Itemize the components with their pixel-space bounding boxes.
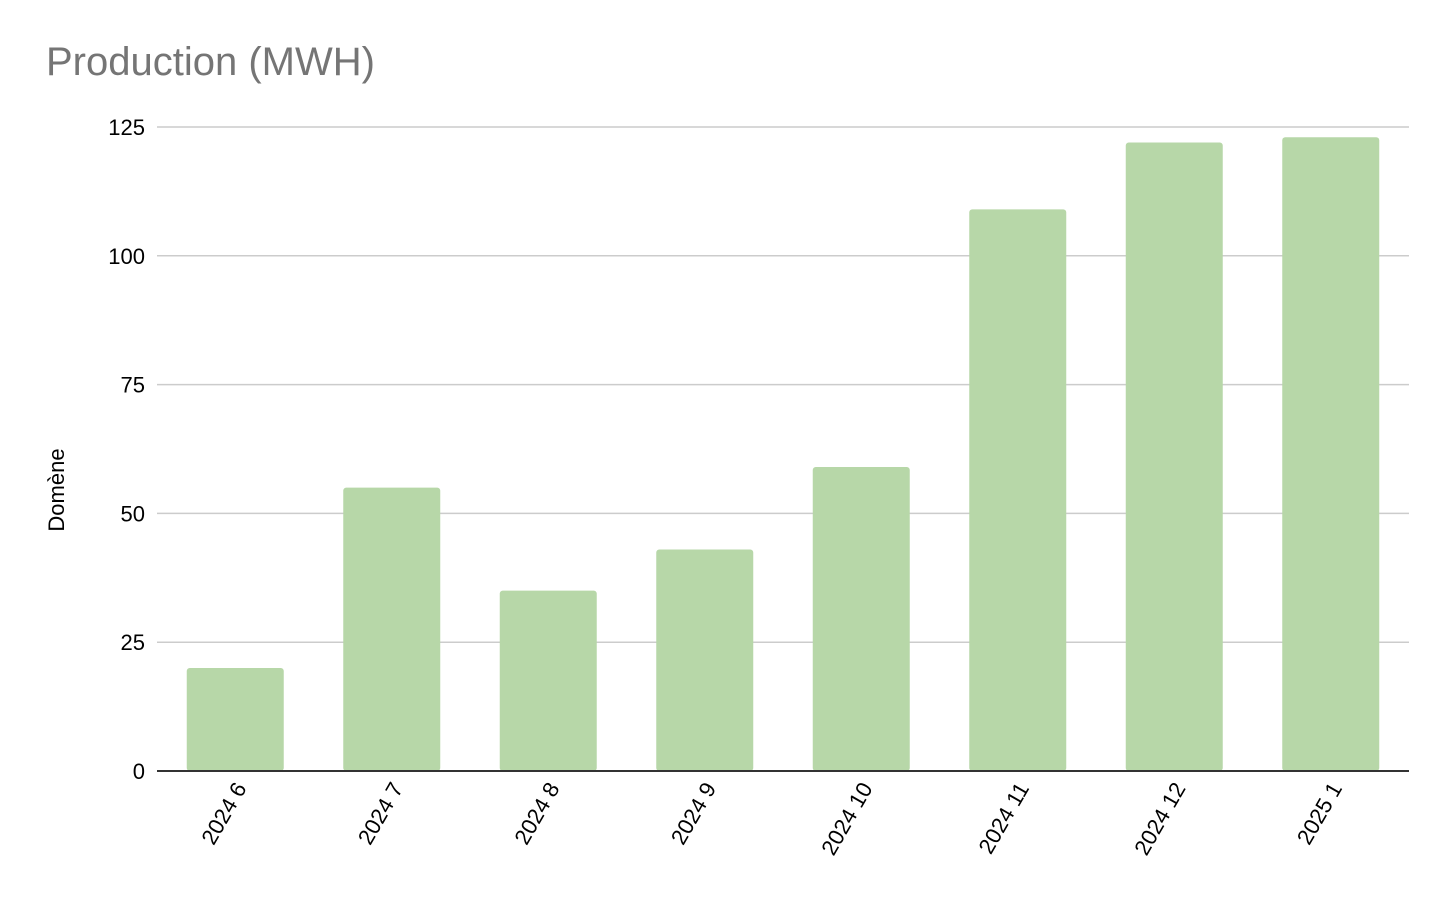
y-tick-label: 100 <box>108 244 145 269</box>
bar <box>186 667 284 771</box>
x-tick-label: 2024 11 <box>973 778 1034 858</box>
x-tick-label: 2024 7 <box>353 778 408 849</box>
bar <box>969 209 1067 771</box>
bar <box>1282 137 1380 771</box>
bar <box>343 487 441 771</box>
x-tick-label: 2024 12 <box>1129 778 1190 859</box>
x-tick-label: 2025 1 <box>1292 778 1347 849</box>
x-tick-label: 2024 10 <box>816 778 877 859</box>
bar <box>499 590 597 771</box>
x-tick-label: 2024 8 <box>509 778 564 849</box>
y-tick-label: 25 <box>121 630 145 655</box>
bars <box>186 137 1380 771</box>
chart-title: Production (MWH) <box>46 40 375 84</box>
bar <box>1125 142 1223 771</box>
x-tick-label: 2024 6 <box>196 778 251 849</box>
bar <box>812 467 910 771</box>
y-tick-label: 0 <box>133 759 145 784</box>
x-tick-label: 2024 9 <box>666 778 721 849</box>
y-tick-label: 75 <box>121 373 145 398</box>
bar <box>656 549 754 771</box>
y-tick-label: 50 <box>121 501 145 526</box>
y-tick-label: 125 <box>108 115 145 140</box>
